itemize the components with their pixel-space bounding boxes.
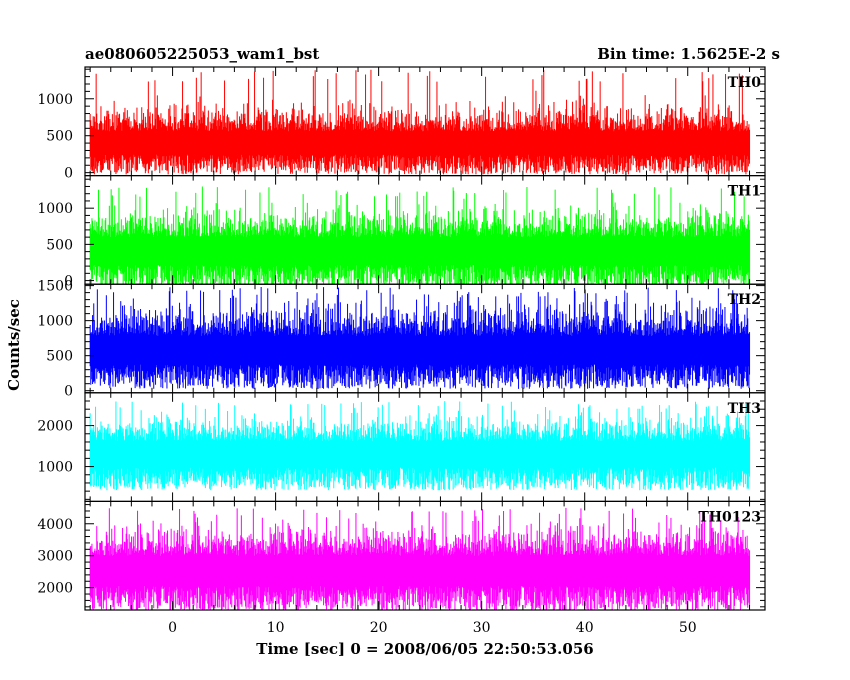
y-tick-label: 500 [46, 237, 73, 253]
x-tick-label: 40 [576, 620, 594, 636]
y-tick-label: 1000 [37, 460, 73, 476]
series-line-th0 [89, 69, 751, 175]
y-tick-label: 4000 [37, 517, 73, 533]
y-axis-title: Counts/sec [5, 299, 23, 391]
panel-th2: 0 500 1000 1500 TH2 [37, 279, 766, 400]
panel-label-th3: TH3 [728, 401, 761, 417]
y-tick-label: 500 [46, 129, 73, 145]
y-tick-label: 0 [64, 274, 73, 290]
y-tick-label: 2000 [37, 419, 73, 435]
series-line-th3 [89, 401, 751, 491]
panel-label-th0: TH0 [728, 75, 762, 91]
y-tick-label: 1000 [37, 314, 73, 330]
y-tick-label: 2000 [37, 581, 73, 597]
x-tick-label: 0 [168, 620, 177, 636]
panel-th0: 0 500 1000 TH0 [37, 66, 766, 182]
x-axis-title: Time [sec] 0 = 2008/06/05 22:50:53.056 [256, 640, 593, 658]
panel-group: 05001000TH005001000TH1050010001500TH2100… [37, 66, 766, 636]
y-tick-label: 0 [64, 384, 73, 400]
y-tick-label: 1500 [37, 279, 73, 295]
chart-title: ae080605225053_wam1_bst [85, 45, 319, 63]
y-tick-label: 500 [46, 349, 73, 365]
panel-label-th2: TH2 [728, 292, 761, 308]
panel-th0123: 2000 3000 4000 TH0123 [37, 500, 766, 611]
x-tick-label: 50 [679, 620, 697, 636]
panel-label-th1: TH1 [728, 184, 761, 200]
y-tick-label: 0 [64, 166, 73, 182]
x-tick-label: 30 [473, 620, 491, 636]
panel-th1: 0 500 1000 TH1 [37, 175, 766, 290]
x-tick-label: 20 [370, 620, 388, 636]
x-tick-label: 10 [267, 620, 285, 636]
y-tick-label: 3000 [37, 549, 73, 565]
series-line-th1 [89, 186, 751, 285]
series-line-th0123 [89, 507, 751, 610]
panel-label-th0123: TH0123 [698, 509, 761, 525]
bin-time-label: Bin time: 1.5625E-2 s [597, 45, 780, 63]
panel-th3: 1000 2000 TH3 [37, 392, 766, 502]
y-tick-label: 1000 [37, 201, 73, 217]
series-line-th2 [89, 287, 751, 389]
y-tick-label: 1000 [37, 92, 73, 108]
